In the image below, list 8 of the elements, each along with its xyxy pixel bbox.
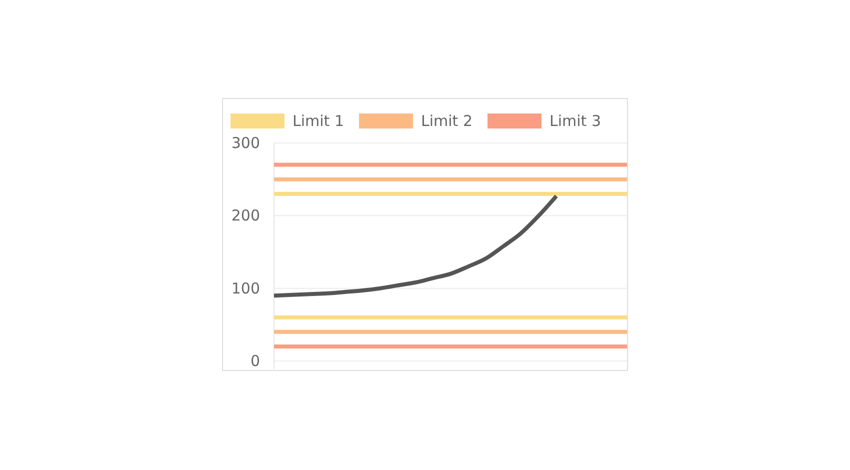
y-tick-label: 100 [231,279,260,298]
legend-label: Limit 2 [421,112,472,130]
y-tick-label: 300 [231,134,260,152]
line-series [272,194,558,298]
legend-label: Limit 1 [292,112,344,130]
legend-label: Limit 3 [550,112,601,130]
y-tick-label: 0 [250,352,260,370]
y-tick-label: 200 [231,206,260,225]
